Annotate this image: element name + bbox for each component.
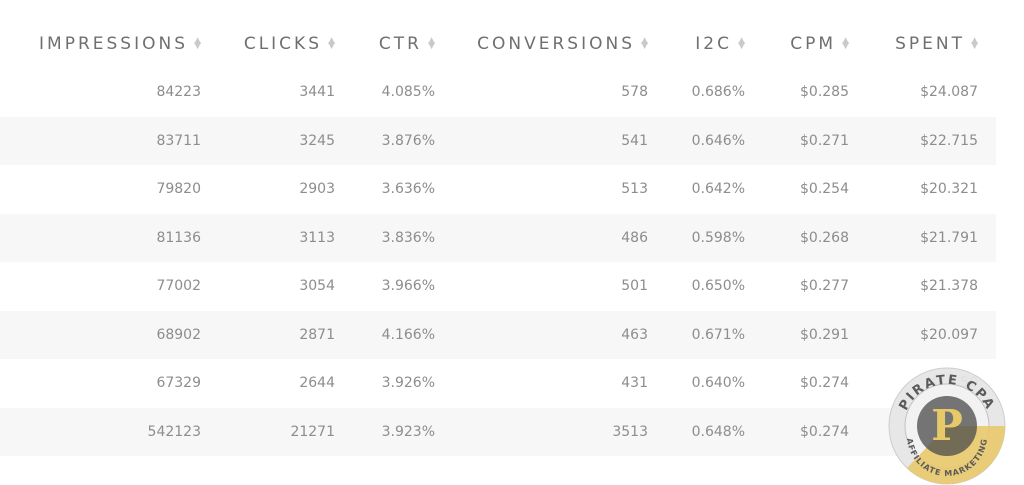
cell-ctr: 4.085% — [381, 84, 435, 101]
column-header-label: CLICKS — [243, 34, 322, 54]
column-header-ctr[interactable]: CTR ▲ ▼ — [353, 20, 453, 68]
cell-clicks: 2644 — [299, 375, 335, 392]
sort-arrows-icon: ▲ ▼ — [328, 36, 335, 51]
cell-spent: $21.791 — [867, 213, 996, 262]
column-header-conversions[interactable]: CONVERSIONS ▲ ▼ — [453, 20, 666, 68]
cell-impressions: 77002 — [156, 278, 201, 295]
cell-clicks: 3054 — [299, 278, 335, 295]
cell-clicks: 21271 — [219, 407, 353, 456]
column-header-impressions[interactable]: IMPRESSIONS ▲ ▼ — [0, 20, 219, 68]
cell-ctr: 3.876% — [353, 116, 453, 165]
cell-ctr: 3.923% — [353, 407, 453, 456]
logo-gold-segment — [907, 426, 1005, 484]
campaign-stats-table: IMPRESSIONS ▲ ▼ CLICKS ▲ ▼ CTR ▲ ▼ CONVERSIONS… — [0, 20, 996, 456]
cell-conversions: 486 — [453, 213, 666, 262]
cell-spent: $24.087 — [920, 84, 978, 101]
cell-cpm: $0.285 — [800, 84, 849, 101]
cell-i2c: 0.650% — [691, 278, 745, 295]
cell-impressions: 83711 — [0, 116, 219, 165]
cell-spent: $22.715 — [867, 116, 996, 165]
cell-clicks: 2871 — [219, 310, 353, 359]
cell-clicks: 3113 — [219, 213, 353, 262]
table-row: 77002 3054 3.966% 501 0.650% $0.277 $21.… — [0, 262, 996, 311]
column-header-clicks[interactable]: CLICKS ▲ ▼ — [219, 20, 353, 68]
column-header-i2c[interactable]: I2C ▲ ▼ — [666, 20, 763, 68]
column-header-label: CPM — [790, 34, 836, 54]
table-row: 67329 2644 3.926% 431 0.640% $0.274 $18.… — [0, 359, 996, 408]
cell-conversions: 463 — [453, 310, 666, 359]
cell-impressions: 542123 — [0, 407, 219, 456]
cell-cpm: $0.274 — [763, 407, 867, 456]
sort-arrows-icon: ▲ ▼ — [194, 36, 201, 51]
sort-arrows-icon: ▲ ▼ — [641, 36, 648, 51]
header-row: IMPRESSIONS ▲ ▼ CLICKS ▲ ▼ CTR ▲ ▼ CONVERSIONS… — [0, 20, 996, 68]
column-header-label: I2C — [695, 34, 732, 54]
cell-conversions: 431 — [621, 375, 648, 392]
cell-ctr: 3.926% — [381, 375, 435, 392]
column-header-label: IMPRESSIONS — [39, 34, 188, 54]
cell-impressions: 68902 — [0, 310, 219, 359]
column-header-label: CONVERSIONS — [477, 34, 635, 54]
logo-center-disc — [917, 396, 977, 456]
logo-letter: P — [931, 401, 963, 450]
sort-arrows-icon: ▲ ▼ — [842, 36, 849, 51]
cell-cpm: $0.291 — [763, 310, 867, 359]
table-row: 83711 3245 3.876% 541 0.646% $0.271 $22.… — [0, 116, 996, 165]
table-row: 68902 2871 4.166% 463 0.671% $0.291 $20.… — [0, 310, 996, 359]
cell-conversions: 513 — [621, 181, 648, 198]
cell-ctr: 3.636% — [381, 181, 435, 198]
cell-clicks: 2903 — [299, 181, 335, 198]
cell-cpm: $0.274 — [800, 375, 849, 392]
cell-conversions: 541 — [453, 116, 666, 165]
table-row: 79820 2903 3.636% 513 0.642% $0.254 $20.… — [0, 165, 996, 214]
column-header-cpm[interactable]: CPM ▲ ▼ — [763, 20, 867, 68]
cell-conversions: 501 — [621, 278, 648, 295]
cell-impressions: 81136 — [0, 213, 219, 262]
sort-arrows-icon: ▲ ▼ — [971, 36, 978, 51]
cell-cpm: $0.277 — [800, 278, 849, 295]
cell-ctr: 3.836% — [353, 213, 453, 262]
cell-spent: $20.097 — [867, 310, 996, 359]
cell-i2c: 0.640% — [691, 375, 745, 392]
cell-cpm: $0.254 — [800, 181, 849, 198]
cell-cpm: $0.271 — [763, 116, 867, 165]
totals-row: 542123 21271 3.923% 3513 0.648% $0.274 $… — [0, 407, 996, 456]
cell-i2c: 0.671% — [666, 310, 763, 359]
sort-arrows-icon: ▲ ▼ — [428, 36, 435, 51]
cell-cpm: $0.268 — [763, 213, 867, 262]
cell-impressions: 67329 — [156, 375, 201, 392]
cell-conversions: 578 — [621, 84, 648, 101]
pirate-cpa-watermark-logo: P PIRATE CPA AFFILIATE MARKETING — [888, 367, 1006, 485]
cell-conversions: 3513 — [453, 407, 666, 456]
cell-clicks: 3441 — [299, 84, 335, 101]
cell-impressions: 79820 — [156, 181, 201, 198]
cell-ctr: 4.166% — [353, 310, 453, 359]
column-header-label: SPENT — [895, 34, 965, 54]
cell-i2c: 0.646% — [666, 116, 763, 165]
column-header-spent[interactable]: SPENT ▲ ▼ — [867, 20, 996, 68]
cell-impressions: 84223 — [156, 84, 201, 101]
cell-i2c: 0.648% — [666, 407, 763, 456]
cell-spent: $20.321 — [920, 181, 978, 198]
cell-i2c: 0.642% — [691, 181, 745, 198]
sort-arrows-icon: ▲ ▼ — [738, 36, 745, 51]
cell-clicks: 3245 — [219, 116, 353, 165]
cell-spent: $21.378 — [920, 278, 978, 295]
table-row: 81136 3113 3.836% 486 0.598% $0.268 $21.… — [0, 213, 996, 262]
column-header-label: CTR — [378, 34, 422, 54]
cell-i2c: 0.686% — [691, 84, 745, 101]
table-row: 84223 3441 4.085% 578 0.686% $0.285 $24.… — [0, 68, 996, 117]
cell-ctr: 3.966% — [381, 278, 435, 295]
cell-i2c: 0.598% — [666, 213, 763, 262]
